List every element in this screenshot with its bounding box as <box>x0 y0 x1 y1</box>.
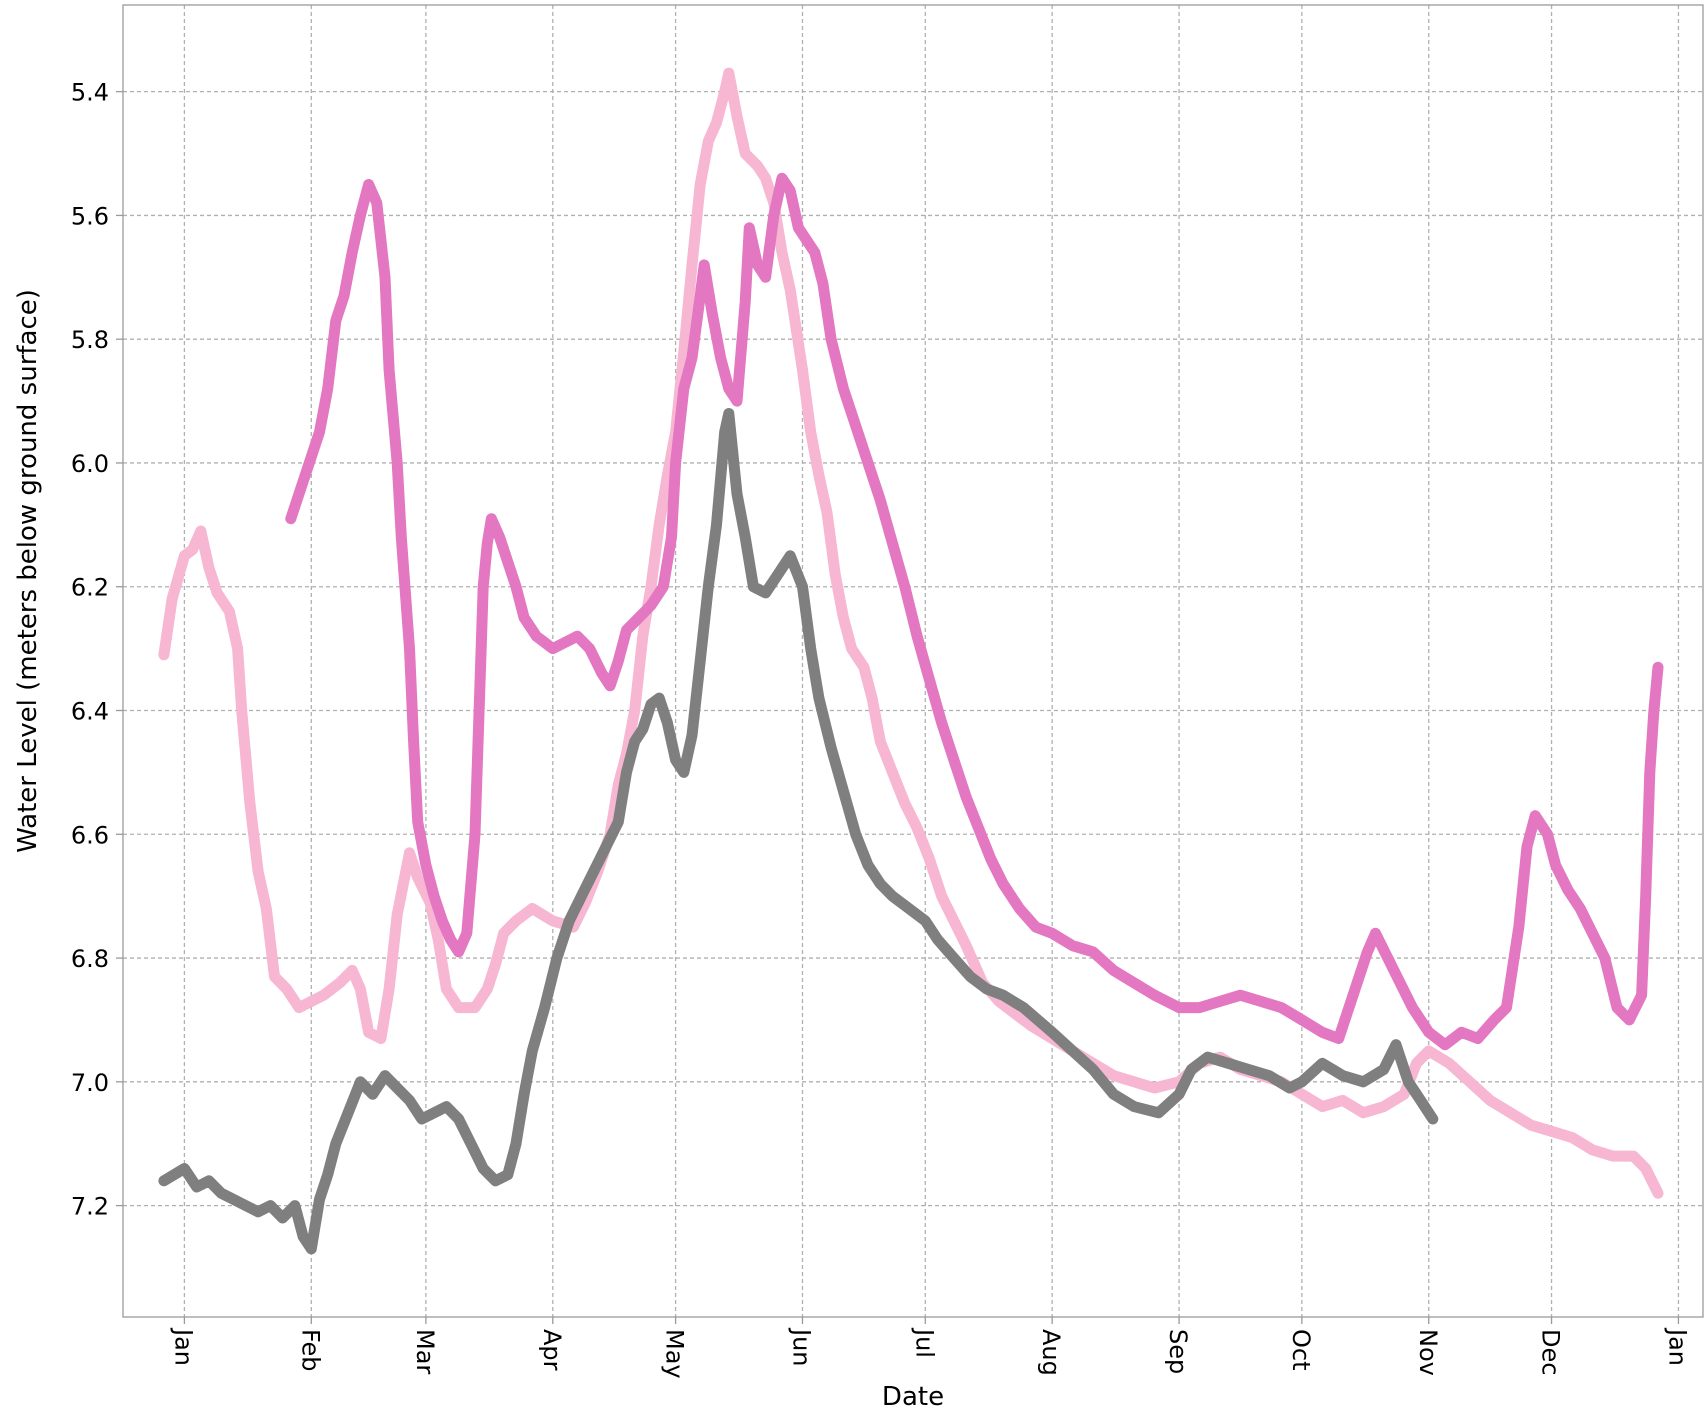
x-tick-label: Feb <box>296 1329 324 1372</box>
x-tick-label-group: Jan <box>1663 1327 1691 1366</box>
x-tick-label: Nov <box>1414 1329 1442 1376</box>
y-tick-label: 6.6 <box>71 821 109 849</box>
x-tick-label-group: May <box>661 1329 689 1379</box>
y-tick-label: 7.0 <box>71 1069 109 1097</box>
x-tick-label: Sep <box>1164 1329 1192 1374</box>
x-tick-label-group: Nov <box>1414 1329 1442 1376</box>
x-tick-label: Jun <box>787 1327 815 1367</box>
y-tick-label: 5.4 <box>71 79 109 107</box>
series-line-2 <box>285 172 1664 1051</box>
x-tick-label-group: Jul <box>910 1327 938 1358</box>
plot-frame <box>122 4 1704 1318</box>
x-axis-ticks: Jan Feb Mar Apr May Jun Jul Aug Sep Oct Nov Dec Jan <box>169 1317 1691 1379</box>
x-tick-label-group: Sep <box>1164 1329 1192 1374</box>
x-tick-label-group: Dec <box>1537 1329 1565 1375</box>
x-axis-title: Date <box>882 1382 944 1412</box>
y-tick-label: 7.2 <box>71 1193 109 1221</box>
x-tick-label: Dec <box>1537 1329 1565 1375</box>
y-tick-label: 6.4 <box>71 698 109 726</box>
grid <box>123 5 1703 1317</box>
x-tick-label-group: Mar <box>411 1329 439 1374</box>
x-tick-label: Aug <box>1037 1329 1065 1376</box>
y-axis-title: Water Level (meters below ground surface… <box>13 289 43 853</box>
x-tick-label-group: Oct <box>1287 1329 1315 1371</box>
x-tick-label-group: Feb <box>296 1329 324 1372</box>
x-tick-label: Mar <box>411 1329 439 1374</box>
y-tick-label: 5.8 <box>71 326 109 354</box>
x-tick-label: Oct <box>1287 1329 1315 1371</box>
x-tick-label: Jul <box>910 1327 938 1358</box>
y-tick-label: 5.6 <box>71 202 109 230</box>
x-tick-label-group: Jun <box>787 1327 815 1367</box>
series-line-3 <box>158 408 1439 1255</box>
y-axis-ticks: 5.4 5.6 5.8 6.0 6.2 6.4 6.6 6.8 7.0 7.2 <box>71 79 123 1221</box>
x-tick-label: May <box>661 1329 689 1379</box>
x-tick-label: Apr <box>538 1329 566 1371</box>
y-tick-label: 6.0 <box>71 450 109 478</box>
x-tick-label: Jan <box>1663 1327 1691 1366</box>
series-layer <box>158 67 1664 1255</box>
x-tick-label: Jan <box>169 1327 197 1366</box>
x-tick-label-group: Jan <box>169 1327 197 1366</box>
y-tick-label: 6.8 <box>71 945 109 973</box>
x-tick-label-group: Apr <box>538 1329 566 1371</box>
x-tick-label-group: Aug <box>1037 1329 1065 1376</box>
y-tick-label: 6.2 <box>71 574 109 602</box>
